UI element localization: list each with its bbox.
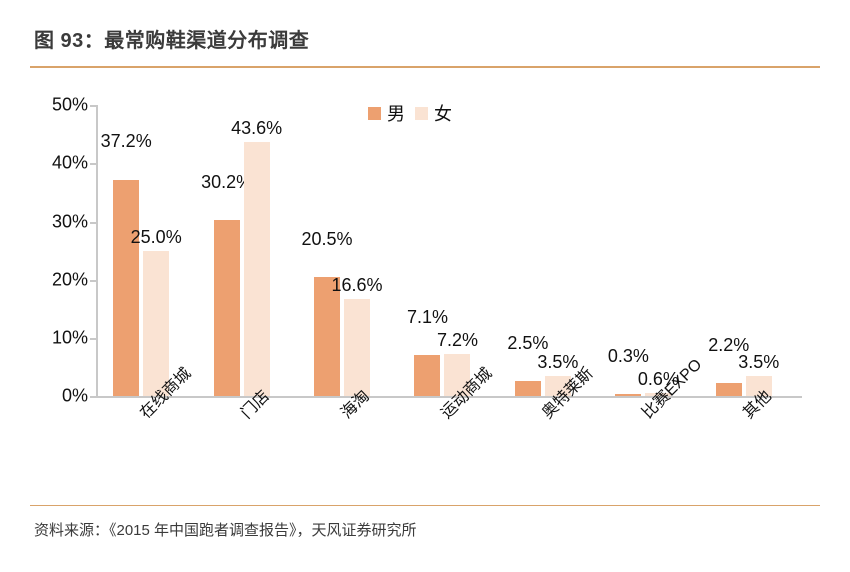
y-axis-tick <box>90 105 97 107</box>
legend-label-female: 女 <box>434 104 452 124</box>
y-tick-label: 10% <box>51 327 88 348</box>
bar-男-在线商城[interactable] <box>113 179 140 396</box>
bar-女-运动商城[interactable] <box>444 354 471 396</box>
data-label-男-比赛EXPO: 0.3% <box>607 346 649 367</box>
x-axis-line <box>96 396 802 398</box>
bar-男-奥特莱斯[interactable] <box>514 381 541 396</box>
y-tick-label: 30% <box>51 211 88 232</box>
chart-legend: 男 女 <box>368 100 452 126</box>
data-label-男-门店: 30.2% <box>201 172 253 193</box>
data-label-男-海淘: 20.5% <box>301 228 353 249</box>
bar-男-运动商城[interactable] <box>414 354 441 396</box>
y-axis-line <box>96 105 98 397</box>
page-title: 图 93：最常购鞋渠道分布调查 <box>34 30 310 52</box>
y-axis-tick <box>90 338 97 340</box>
data-label-男-奥特莱斯: 2.5% <box>507 333 549 354</box>
legend-item-male[interactable]: 男 <box>368 100 405 126</box>
y-axis-tick <box>90 222 97 224</box>
y-tick-label: 0% <box>61 385 88 406</box>
data-label-女-其他: 3.5% <box>738 351 780 372</box>
data-label-女-海淘: 16.6% <box>331 275 383 296</box>
footer-divider <box>30 505 820 506</box>
data-label-男-运动商城: 7.1% <box>406 306 448 327</box>
legend-swatch-female-icon <box>415 106 428 120</box>
data-label-女-比赛EXPO: 0.6% <box>637 368 679 389</box>
data-label-男-在线商城: 37.2% <box>100 131 152 152</box>
bar-男-门店[interactable] <box>213 220 240 396</box>
y-axis-tick <box>90 396 97 398</box>
y-tick-label: 50% <box>51 94 88 115</box>
data-label-女-在线商城: 25.0% <box>130 226 182 247</box>
bar-女-在线商城[interactable] <box>143 250 170 396</box>
y-axis-tick <box>90 163 97 165</box>
legend-item-female[interactable]: 女 <box>415 100 452 126</box>
bar-男-其他[interactable] <box>715 383 742 396</box>
bar-男-比赛EXPO[interactable] <box>615 394 642 396</box>
title-divider <box>30 66 820 68</box>
y-tick-label: 20% <box>51 269 88 290</box>
bar-女-比赛EXPO[interactable] <box>645 392 672 396</box>
y-axis-tick <box>90 280 97 282</box>
data-label-男-其他: 2.2% <box>708 335 750 356</box>
data-label-女-运动商城: 7.2% <box>436 330 478 351</box>
bar-女-其他[interactable] <box>745 375 772 396</box>
bar-女-海淘[interactable] <box>344 299 371 396</box>
y-tick-label: 40% <box>51 152 88 173</box>
legend-label-male: 男 <box>387 104 405 124</box>
data-label-女-门店: 43.6% <box>231 118 283 139</box>
y-axis-labels: 50% 40% 30% 20% 10% 0% <box>0 80 88 410</box>
bar-男-海淘[interactable] <box>314 276 341 396</box>
bar-女-门店[interactable] <box>243 142 270 396</box>
plot-area: 37.2% 25.0% 30.2% 43.6% 20.5% 16.6% 7.1% 7.2% 2.… <box>97 105 800 396</box>
bar-女-奥特莱斯[interactable] <box>544 375 571 396</box>
bar-chart: 男 女 50% 40% 30% 20% 10% 0% 37.2% 25.0% 30.… <box>0 80 850 490</box>
source-note: 资料来源：《2015 年中国跑者调查报告》，天风证券研究所 <box>34 522 417 539</box>
legend-swatch-male-icon <box>368 106 381 120</box>
data-label-女-奥特莱斯: 3.5% <box>537 351 579 372</box>
